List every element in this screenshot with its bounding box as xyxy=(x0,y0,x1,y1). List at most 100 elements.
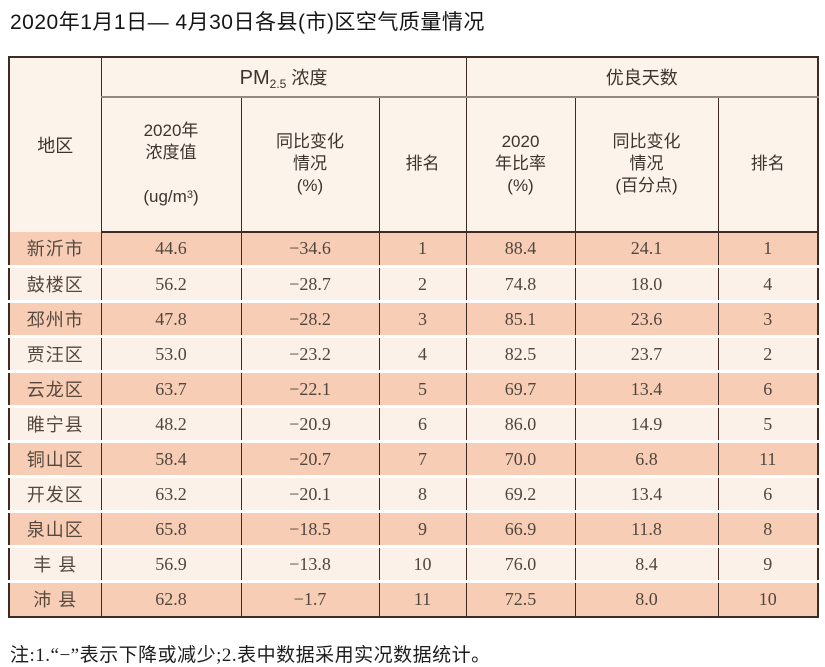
pm-value-cell: 58.4 xyxy=(100,441,241,479)
pm-value-unit-prefix: (ug/m xyxy=(143,187,187,207)
gd-ratio-cell: 70.0 xyxy=(465,441,576,479)
pm25-group-header: PM2.5 浓度 xyxy=(100,57,467,98)
pm-change-cell: −28.7 xyxy=(240,266,379,304)
table-row: 云龙区 63.7 −22.1 5 69.7 13.4 6 xyxy=(8,371,819,409)
pm-value-cell: 56.9 xyxy=(100,546,241,584)
pm-value-header-lines: 2020年 浓度值 xyxy=(143,121,199,163)
pm-change-cell: −23.2 xyxy=(240,336,379,374)
pm-value-cell: 53.0 xyxy=(100,336,241,374)
gd-rank-cell: 6 xyxy=(717,476,819,514)
pm25-label-subscript: 2.5 xyxy=(269,76,287,91)
gd-ratio-cell: 82.5 xyxy=(465,336,576,374)
table-row: 丰 县 56.9 −13.8 10 76.0 8.4 9 xyxy=(8,546,819,584)
pm-rank-cell: 10 xyxy=(378,546,467,584)
page-title: 2020年1月1日— 4月30日各县(市)区空气质量情况 xyxy=(10,11,485,34)
table-row: 沛 县 62.8 −1.7 11 72.5 8.0 10 xyxy=(8,581,819,617)
gd-ratio-cell: 86.0 xyxy=(465,406,576,444)
table-header: 地区 PM2.5 浓度 优良天数 2020年 浓度值 (ug/m3) 同比变化 … xyxy=(8,57,819,233)
table-row: 泉山区 65.8 −18.5 9 66.9 11.8 8 xyxy=(8,511,819,549)
gd-ratio-cell: 69.7 xyxy=(465,371,576,409)
gd-change-cell: 23.7 xyxy=(574,336,719,374)
pm-change-cell: −20.1 xyxy=(240,476,379,514)
gd-change-cell: 8.4 xyxy=(574,546,719,584)
gd-rank-column-header: 排名 xyxy=(717,97,819,233)
gd-rank-cell: 2 xyxy=(717,336,819,374)
pm-rank-cell: 2 xyxy=(378,266,467,304)
region-cell: 新沂市 xyxy=(8,231,101,269)
region-cell: 沛 县 xyxy=(8,581,101,617)
table-row: 开发区 63.2 −20.1 8 69.2 13.4 6 xyxy=(8,476,819,514)
pm-change-cell: −34.6 xyxy=(240,231,379,269)
pm-rank-cell: 4 xyxy=(378,336,467,374)
group-header-row: 地区 PM2.5 浓度 优良天数 xyxy=(8,57,819,232)
pm-rank-cell: 8 xyxy=(378,476,467,514)
gd-ratio-cell: 88.4 xyxy=(465,231,576,269)
gd-rank-cell: 10 xyxy=(717,581,819,617)
region-cell: 云龙区 xyxy=(8,371,101,409)
gd-rank-cell: 1 xyxy=(717,231,819,269)
table-row: 新沂市 44.6 −34.6 1 88.4 24.1 1 xyxy=(8,231,819,269)
sub-header-row: 2020年 浓度值 (ug/m3) 同比变化 情况 (%) 排名 2020 年比… xyxy=(9,97,819,233)
region-cell: 邳州市 xyxy=(8,301,101,339)
region-cell: 丰 县 xyxy=(8,546,101,584)
pm25-label-prefix: PM xyxy=(239,66,270,89)
pm-change-cell: −22.1 xyxy=(240,371,379,409)
pm-change-cell: −18.5 xyxy=(240,511,379,549)
region-cell: 鼓楼区 xyxy=(8,266,101,304)
pm-change-cell: −20.7 xyxy=(240,441,379,479)
region-cell: 泉山区 xyxy=(8,511,101,549)
pm-value-cell: 63.7 xyxy=(100,371,241,409)
region-cell: 铜山区 xyxy=(8,441,101,479)
table-row: 贾汪区 53.0 −23.2 4 82.5 23.7 2 xyxy=(8,336,819,374)
gd-ratio-cell: 66.9 xyxy=(465,511,576,549)
gd-ratio-cell: 85.1 xyxy=(465,301,576,339)
pm-rank-cell: 3 xyxy=(378,301,467,339)
pm-value-unit-suffix: ) xyxy=(192,187,199,207)
pm-change-cell: −1.7 xyxy=(240,581,379,617)
pm-change-cell: −20.9 xyxy=(240,406,379,444)
pm-value-cell: 56.2 xyxy=(100,266,241,304)
gd-ratio-cell: 69.2 xyxy=(465,476,576,514)
gd-ratio-cell: 76.0 xyxy=(465,546,576,584)
region-cell: 开发区 xyxy=(8,476,101,514)
gd-rank-cell: 3 xyxy=(717,301,819,339)
pm-value-cell: 63.2 xyxy=(100,476,241,514)
gd-change-cell: 14.9 xyxy=(574,406,719,444)
gd-change-column-header: 同比变化 情况 (百分点) xyxy=(574,97,719,233)
gd-rank-cell: 8 xyxy=(717,511,819,549)
gd-change-cell: 6.8 xyxy=(574,441,719,479)
pm-value-column-header: 2020年 浓度值 (ug/m3) xyxy=(100,97,241,233)
pm-rank-cell: 1 xyxy=(378,231,467,269)
pm-rank-cell: 9 xyxy=(378,511,467,549)
air-quality-table: 地区 PM2.5 浓度 优良天数 2020年 浓度值 (ug/m3) 同比变化 … xyxy=(8,56,820,618)
pm-change-cell: −28.2 xyxy=(240,301,379,339)
gd-change-cell: 18.0 xyxy=(574,266,719,304)
gd-change-cell: 24.1 xyxy=(574,231,719,269)
gd-ratio-column-header: 2020 年比率 (%) xyxy=(465,97,576,233)
pm-rank-cell: 11 xyxy=(378,581,467,617)
pm-change-column-header: 同比变化 情况 (%) xyxy=(240,97,379,233)
gd-rank-cell: 9 xyxy=(717,546,819,584)
table-row: 睢宁县 48.2 −20.9 6 86.0 14.9 5 xyxy=(8,406,819,444)
pm-rank-cell: 7 xyxy=(378,441,467,479)
pm-value-cell: 62.8 xyxy=(100,581,241,617)
table-row: 鼓楼区 56.2 −28.7 2 74.8 18.0 4 xyxy=(8,266,819,304)
region-cell: 睢宁县 xyxy=(8,406,101,444)
gd-rank-cell: 6 xyxy=(717,371,819,409)
pm-rank-column-header: 排名 xyxy=(378,97,467,233)
gd-ratio-cell: 74.8 xyxy=(465,266,576,304)
footnote: 注:1.“−”表示下降或减少;2.表中数据采用实况数据统计。 xyxy=(10,644,491,666)
region-cell: 贾汪区 xyxy=(8,336,101,374)
pm-rank-cell: 5 xyxy=(378,371,467,409)
pm-value-cell: 47.8 xyxy=(100,301,241,339)
table-body: 新沂市 44.6 −34.6 1 88.4 24.1 1 鼓楼区 56.2 −2… xyxy=(8,231,819,617)
pm-value-unit-superscript: 3 xyxy=(186,189,193,202)
gd-rank-cell: 4 xyxy=(717,266,819,304)
pm-value-unit: (ug/m3) xyxy=(102,186,241,208)
pm-value-cell: 44.6 xyxy=(100,231,241,269)
pm-value-cell: 65.8 xyxy=(100,511,241,549)
gd-ratio-cell: 72.5 xyxy=(465,581,576,617)
gd-change-cell: 13.4 xyxy=(574,371,719,409)
pm25-label-suffix: 浓度 xyxy=(286,67,328,88)
